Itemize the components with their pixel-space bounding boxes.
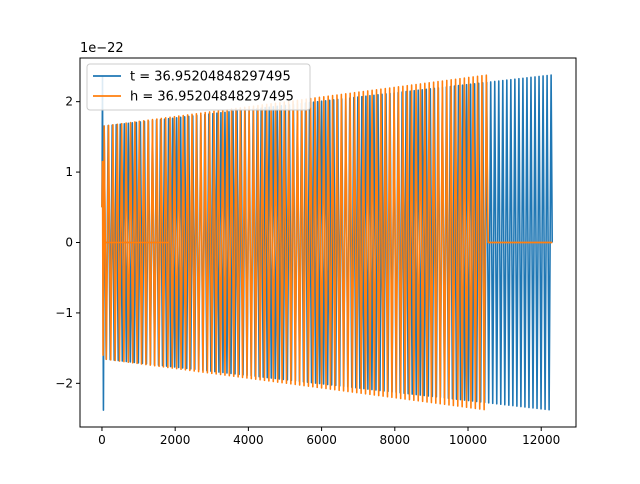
legend-box: [86, 63, 311, 111]
legend: t = 36.95204848297495 h = 36.952048482974…: [86, 63, 311, 111]
y-axis: −2 −1 0 1 2: [55, 95, 80, 390]
x-tick-label: 8000: [380, 433, 411, 447]
x-tick-label: 6000: [306, 433, 337, 447]
series-line-0: [101, 74, 554, 411]
y-tick-label: 1: [65, 165, 73, 179]
y-tick-label: −1: [55, 306, 73, 320]
y-scale-label: 1e−22: [80, 41, 124, 56]
x-axis: 0 2000 4000 6000 8000 10000 12000: [98, 427, 560, 447]
x-tick-label: 12000: [522, 433, 560, 447]
x-tick-label: 2000: [160, 433, 191, 447]
x-tick-label: 10000: [449, 433, 487, 447]
y-tick-label: 0: [65, 236, 73, 250]
x-tick-label: 0: [98, 433, 106, 447]
x-tick-label: 4000: [233, 433, 264, 447]
y-tick-label: 2: [65, 95, 73, 109]
legend-label: t = 36.95204848297495: [130, 70, 291, 85]
legend-label: h = 36.95204848297495: [130, 90, 294, 105]
y-tick-label: −2: [55, 376, 73, 390]
